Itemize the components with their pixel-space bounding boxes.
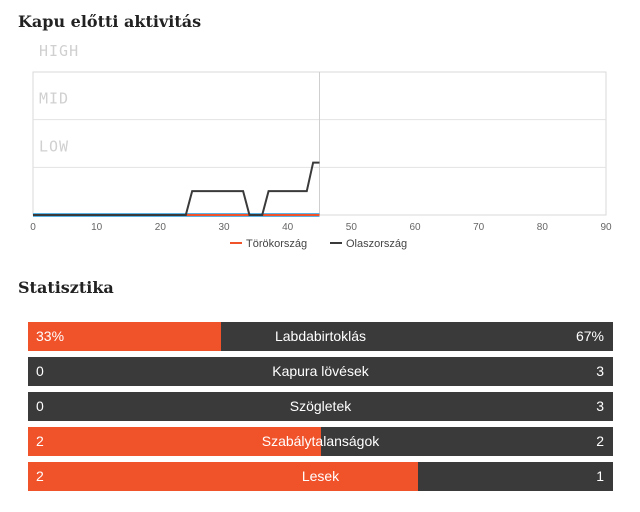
x-tick-label: 60 [409,222,421,233]
stat-label: Szabálytalanságok [261,433,380,449]
stat-value-team1: 0 [36,398,44,414]
legend-label: Olaszország [346,238,407,250]
stat-value-team2: 2 [596,433,604,449]
stat-bar-team1 [28,322,222,351]
x-tick-label: 40 [282,222,294,233]
y-level-label: MID [39,90,69,108]
stat-value-team1: 33% [36,328,65,344]
stat-row-corners: 0 Szögletek 3 [28,392,613,421]
stat-row-shots-on-target: 0 Kapura lövések 3 [28,357,613,386]
stat-value-team2: 1 [596,468,604,484]
x-tick-label: 30 [218,222,230,233]
stat-value-team2: 3 [596,363,604,379]
stat-label: Szögletek [289,398,352,414]
x-tick-label: 0 [30,222,36,233]
statistics-panel: 33% Labdabirtoklás 67% 0 Kapura lövések … [28,322,613,497]
stat-bar-team1 [28,427,321,456]
stat-row-offsides: 2 Lesek 1 [28,462,613,491]
x-tick-label: 50 [346,222,358,233]
x-tick-label: 80 [537,222,549,233]
stat-value-team2: 67% [575,328,604,344]
stat-bar-team1 [28,462,419,491]
x-tick-label: 20 [155,222,167,233]
stat-label: Labdabirtoklás [274,328,367,344]
series-line-olaszorszag [33,161,320,216]
stat-label: Lesek [301,468,340,484]
x-tick-label: 70 [473,222,485,233]
stat-value-team2: 3 [596,398,604,414]
activity-chart: LOW MID HIGH 0 10 20 30 40 50 60 70 80 90 Törökország… [30,42,612,250]
y-level-label: HIGH [39,42,79,60]
stat-value-team1: 0 [36,363,44,379]
stat-value-team1: 2 [36,468,44,484]
stat-row-possession: 33% Labdabirtoklás 67% [28,322,613,351]
activity-title: Kapu előtti aktivitás [18,12,202,31]
x-tick-label: 10 [91,222,103,233]
x-tick-label: 90 [600,222,612,233]
statistics-title: Statisztika [18,278,114,297]
stat-value-team1: 2 [36,433,44,449]
y-level-label: LOW [39,137,69,155]
legend-label: Törökország [246,238,307,250]
stat-row-fouls: 2 Szabálytalanságok 2 [28,427,613,456]
stat-label: Kapura lövések [272,363,369,379]
